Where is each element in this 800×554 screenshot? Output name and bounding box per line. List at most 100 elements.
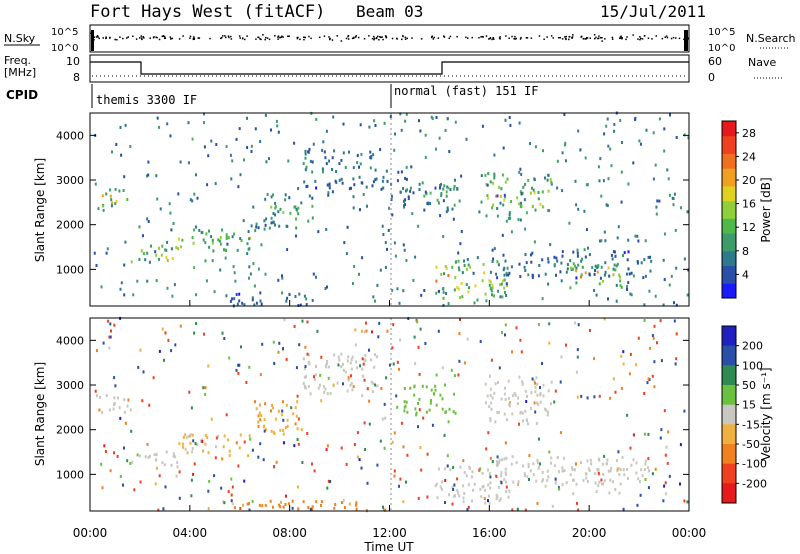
velocity-cell bbox=[647, 377, 650, 381]
velocity-cell bbox=[311, 507, 314, 511]
velocity-cell bbox=[447, 420, 450, 424]
velocity-cell bbox=[164, 331, 167, 335]
velocity-cell bbox=[282, 432, 285, 436]
power-cell bbox=[630, 271, 633, 275]
velocity-cell bbox=[379, 439, 382, 443]
power-cell bbox=[170, 247, 173, 251]
power-cell bbox=[94, 182, 97, 186]
nsky-point bbox=[371, 37, 374, 40]
nsky-point bbox=[169, 36, 172, 38]
velocity-cell bbox=[504, 397, 507, 401]
power-cell bbox=[382, 175, 385, 179]
velocity-cell bbox=[498, 499, 501, 503]
velocity-cell bbox=[510, 462, 513, 466]
power-cell bbox=[350, 186, 352, 190]
velocity-cell bbox=[363, 378, 366, 382]
velocity-cell bbox=[399, 477, 402, 481]
power-cell bbox=[508, 211, 511, 215]
velocity-cell bbox=[673, 319, 676, 323]
power-cell bbox=[435, 291, 438, 295]
velocity-cell bbox=[628, 372, 631, 376]
power-cell bbox=[648, 289, 651, 293]
power-cell bbox=[122, 189, 125, 192]
power-cell bbox=[338, 178, 341, 182]
power-cell bbox=[322, 170, 324, 174]
nsky-point bbox=[385, 36, 388, 39]
velocity-cell bbox=[504, 323, 507, 327]
velocity-cell bbox=[453, 374, 456, 378]
nsky-point bbox=[526, 37, 529, 39]
power-cell bbox=[281, 276, 284, 280]
velocity-cell bbox=[304, 365, 307, 368]
power-cell bbox=[493, 153, 496, 157]
power-cell bbox=[468, 286, 470, 290]
nsky-point bbox=[665, 35, 668, 37]
power-cell bbox=[297, 212, 300, 216]
velocity-cell bbox=[303, 384, 306, 388]
power-cell bbox=[288, 293, 291, 296]
power-cell bbox=[615, 299, 618, 303]
velocity-cell bbox=[554, 481, 557, 485]
nsky-point bbox=[625, 38, 627, 41]
velocity-cell bbox=[304, 345, 307, 349]
velocity-cell bbox=[528, 454, 531, 457]
power-cell bbox=[424, 155, 427, 159]
nsky-point bbox=[564, 36, 566, 38]
velocity-cell bbox=[526, 395, 528, 398]
colorbar-tick-label: 15 bbox=[742, 399, 756, 412]
velocity-cell bbox=[425, 385, 428, 389]
velocity-cell bbox=[575, 370, 578, 374]
power-cell bbox=[111, 150, 113, 154]
nsky-point bbox=[329, 38, 331, 41]
power-cell bbox=[371, 184, 374, 188]
velocity-cell bbox=[505, 485, 508, 489]
velocity-cell bbox=[343, 506, 346, 509]
velocity-cell bbox=[589, 458, 592, 462]
colorbar-tick-label: 12 bbox=[742, 221, 756, 234]
velocity-cell bbox=[238, 363, 241, 367]
velocity-cell bbox=[586, 459, 589, 463]
velocity-cell bbox=[505, 480, 507, 484]
power-cell bbox=[95, 264, 98, 267]
velocity-cell bbox=[353, 443, 356, 446]
velocity-cell bbox=[194, 442, 197, 445]
velocity-cell bbox=[488, 501, 491, 505]
power-cell bbox=[496, 214, 499, 218]
power-cell bbox=[156, 197, 159, 201]
nsky-point bbox=[139, 37, 141, 39]
power-cell bbox=[270, 221, 273, 225]
power-cell bbox=[212, 249, 215, 253]
velocity-cell bbox=[561, 483, 564, 487]
velocity-cell bbox=[439, 485, 442, 489]
velocity-cell bbox=[201, 438, 203, 442]
power-cell bbox=[572, 250, 575, 254]
power-cell bbox=[429, 191, 432, 195]
velocity-cell bbox=[223, 501, 226, 505]
power-cell bbox=[602, 179, 605, 183]
velocity-cell bbox=[337, 363, 340, 367]
velocity-cell bbox=[596, 468, 599, 472]
power-cell bbox=[614, 254, 617, 258]
velocity-cell bbox=[640, 468, 643, 472]
nsky-edge-bar bbox=[91, 30, 94, 51]
power-cell bbox=[584, 271, 587, 275]
power-cell bbox=[123, 263, 126, 267]
power-cell bbox=[393, 148, 396, 152]
power-cell bbox=[305, 297, 308, 301]
power-cell bbox=[115, 199, 118, 203]
velocity-cell bbox=[416, 320, 419, 324]
power-cell bbox=[615, 264, 618, 268]
velocity-cell bbox=[524, 389, 527, 393]
power-cell bbox=[315, 275, 317, 279]
power-cell bbox=[442, 235, 445, 238]
power-cell bbox=[469, 265, 472, 269]
power-cell bbox=[165, 248, 168, 252]
velocity-cell bbox=[365, 329, 368, 333]
velocity-cell bbox=[428, 408, 431, 412]
power-cell bbox=[381, 179, 384, 183]
velocity-cell bbox=[647, 457, 650, 461]
power-cell bbox=[556, 259, 559, 263]
velocity-cell bbox=[530, 391, 533, 395]
velocity-cell bbox=[255, 407, 258, 411]
power-cell bbox=[155, 279, 158, 283]
